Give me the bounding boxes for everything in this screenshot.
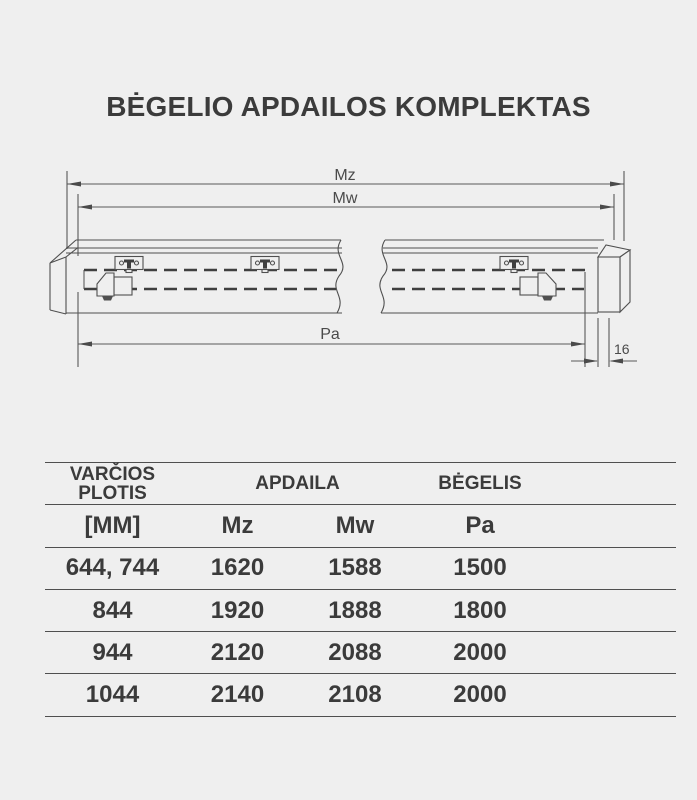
table-cell: 2000	[453, 681, 507, 709]
pa-dimension-label: Pa	[320, 326, 340, 343]
cap-width-label: 16	[614, 341, 630, 357]
table-cell: 2140	[210, 681, 265, 709]
end-cap-right	[596, 244, 632, 314]
subheader-pa: Pa	[465, 511, 495, 539]
rail-left-section	[49, 239, 344, 315]
subheader-mm: [MM]	[84, 511, 141, 539]
mz-arrow-left	[67, 181, 81, 187]
table-subheader-row: [MM] Mz Mw Pa	[45, 505, 676, 548]
table-cell: 1588	[328, 554, 382, 582]
break-line-left	[335, 239, 344, 314]
table-row: 644, 744 1620 1588 1500	[45, 548, 676, 590]
col-header-begelis: BĖGELIS	[438, 473, 522, 495]
table-cell: 1920	[210, 596, 265, 624]
mounting-bracket	[250, 255, 280, 274]
table-cell: 944	[92, 638, 133, 666]
table-cell: 1044	[85, 681, 140, 709]
end-cap-left	[49, 239, 79, 315]
mw-arrow-left	[78, 204, 92, 210]
table-cell: 2000	[453, 638, 507, 666]
cap-width-arrow-left	[584, 358, 598, 364]
pa-arrow-right	[571, 341, 585, 347]
table-row: 944 2120 2088 2000	[45, 632, 676, 675]
mz-dimension-label: Mz	[334, 167, 355, 184]
table-cell: 1800	[453, 596, 507, 624]
table-cell: 2088	[328, 638, 382, 666]
rail-right-section	[379, 239, 632, 314]
table-row: 1044 2140 2108 2000	[45, 674, 676, 717]
rail-spec-table: VARČIOS PLOTIS APDAILA BĖGELIS [MM] Mz M…	[45, 462, 676, 717]
rail-clip-right	[519, 272, 557, 301]
break-line-right	[379, 239, 388, 314]
cap-width-dimension: 16	[571, 318, 637, 367]
table-header-group-row: VARČIOS PLOTIS APDAILA BĖGELIS	[45, 463, 676, 506]
table-cell: 844	[92, 596, 133, 624]
mw-dimension: Mw	[77, 190, 615, 256]
col-header-varcios-plotis: VARČIOS PLOTIS	[69, 463, 156, 504]
mounting-bracket	[499, 255, 529, 274]
table-cell: 2120	[210, 638, 265, 666]
table-row: 844 1920 1888 1800	[45, 590, 676, 633]
mounting-bracket	[114, 255, 144, 274]
subheader-mz: Mz	[221, 511, 254, 539]
col-header-apdaila: APDAILA	[255, 473, 340, 495]
table-cell: 2108	[328, 681, 382, 709]
cap-width-arrow-right	[609, 358, 623, 364]
mw-arrow-right	[600, 204, 614, 210]
mz-dimension: Mz	[66, 167, 625, 249]
mz-arrow-right	[610, 181, 624, 187]
subheader-mw: Mw	[335, 511, 375, 539]
table-cell: 1500	[453, 554, 507, 582]
pa-arrow-left	[78, 341, 92, 347]
table-cell: 644, 744	[65, 554, 160, 582]
rail-drawing-svg: Mz Mw	[49, 167, 637, 367]
rail-technical-drawing: Mz Mw	[49, 167, 637, 367]
table-cell: 1888	[328, 596, 382, 624]
page-title: BĖGELIO APDAILOS KOMPLEKTAS	[106, 91, 591, 122]
pa-dimension: Pa	[77, 272, 586, 367]
mw-dimension-label: Mw	[333, 190, 358, 207]
rail-clip-left	[96, 272, 133, 301]
table-cell: 1620	[210, 554, 265, 582]
